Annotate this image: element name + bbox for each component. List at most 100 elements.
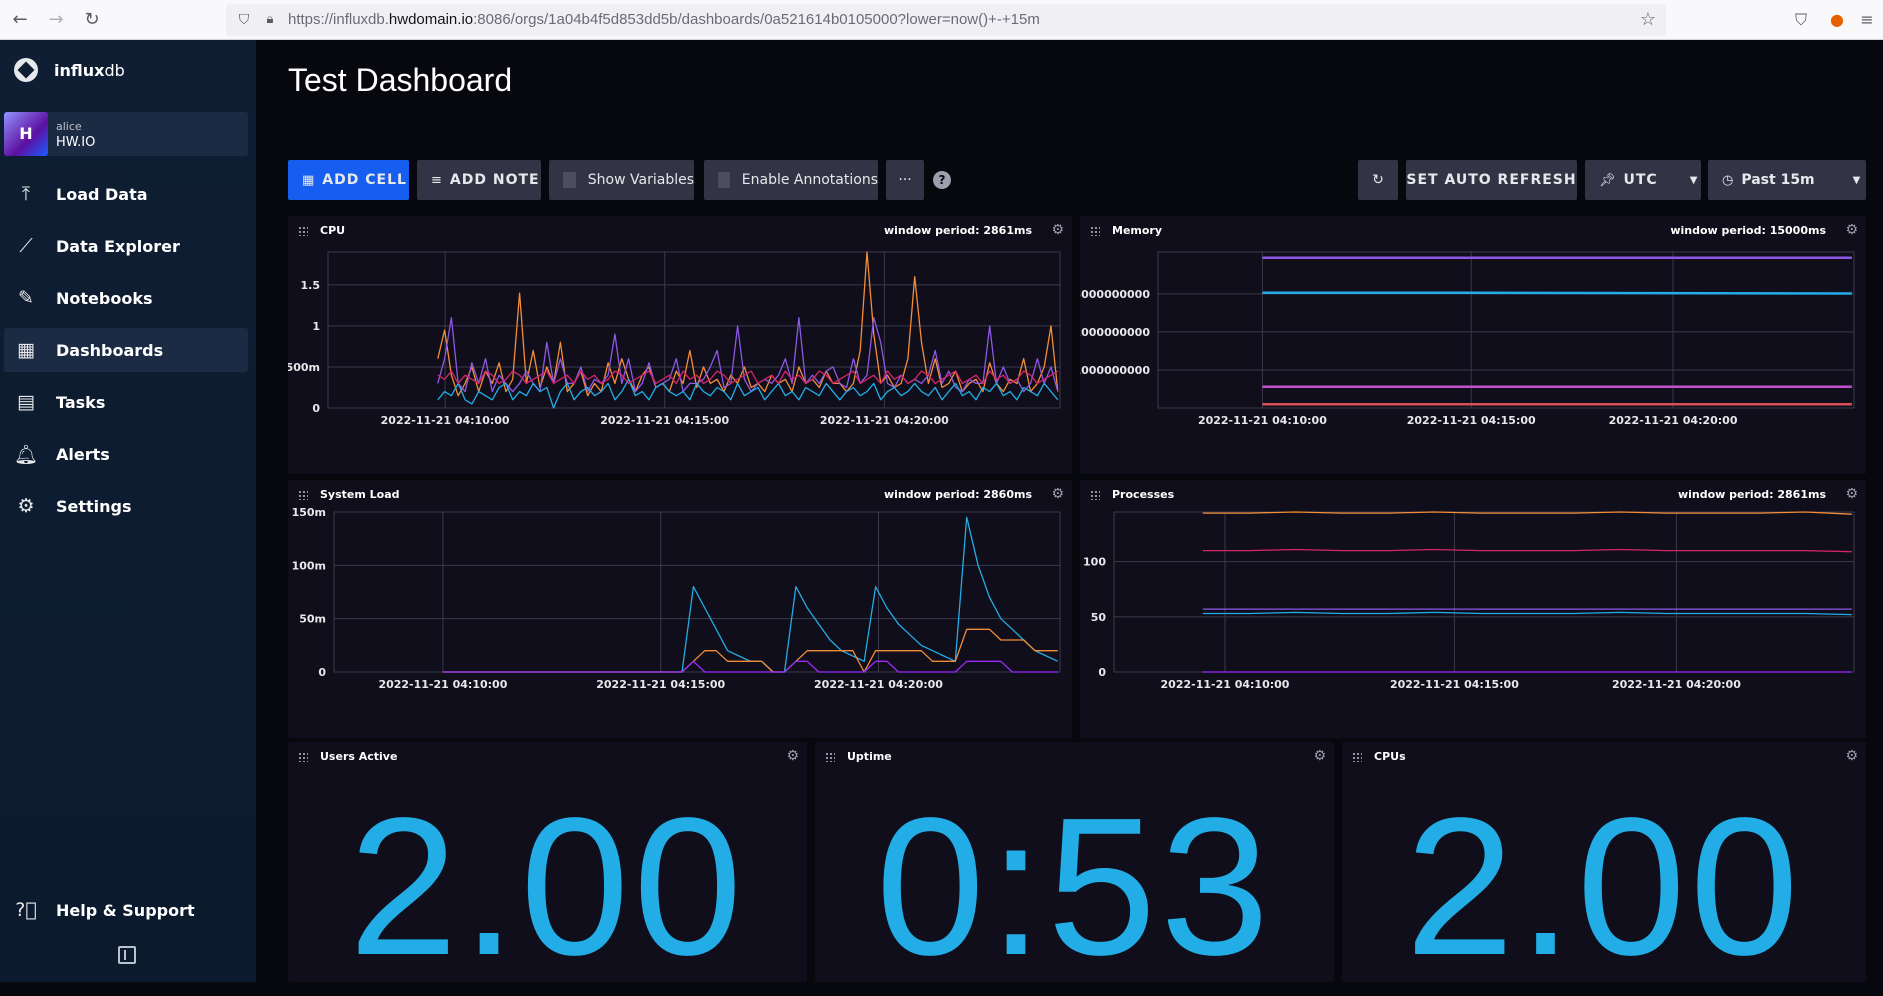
calendar-icon: ▤ — [17, 391, 35, 413]
x-tick-label: 2022-11-21 04:10:00 — [381, 414, 510, 427]
processes-chart: 0 50 100 2022-11-21 04:10:00 2022-11-21 04:1… — [1083, 511, 1855, 691]
lock-icon[interactable]: 🔒︎ — [266, 12, 274, 27]
help-icon: ?⃝ — [15, 899, 37, 921]
sidebar-item-tasks[interactable]: ▤ Tasks — [4, 380, 248, 424]
series-line-1 — [1262, 291, 1852, 295]
refresh-button[interactable]: ↻ — [1358, 160, 1398, 200]
cell-memory: Memory window period: 15000ms ⚙ 10000000… — [1080, 216, 1866, 474]
enable-annotations-toggle[interactable]: Enable Annotations — [704, 160, 878, 200]
clock-icon: ◷ — [1722, 172, 1734, 188]
cell-cpus: CPUs ⚙ 2.00 — [1342, 742, 1866, 992]
cell-gear-icon[interactable]: ⚙ — [1051, 222, 1064, 238]
y-tick-label: 0 — [1098, 666, 1106, 679]
add-note-button[interactable]: ≡ ADD NOTE — [417, 160, 541, 200]
influxdb-logo-icon — [14, 58, 38, 82]
grid-icon: ▦ — [302, 172, 315, 188]
address-bar[interactable]: ⛉ 🔒︎ https://influxdb.hwdomain.io:8086/o… — [226, 4, 1666, 36]
y-tick-label: 100m — [292, 559, 326, 572]
drag-handle-icon[interactable] — [298, 490, 308, 500]
pocket-icon[interactable]: ⛉ — [1794, 10, 1807, 29]
x-tick-label: 2022-11-21 04:10:00 — [1198, 414, 1327, 427]
forward-icon[interactable]: → — [48, 9, 64, 30]
menu-icon[interactable]: ≡ — [1860, 10, 1874, 29]
drag-handle-icon[interactable] — [1090, 226, 1100, 236]
y-tick-label: 3000000000 — [1080, 288, 1150, 301]
chevron-down-icon: ▼ — [1852, 174, 1861, 186]
page-title[interactable]: Test Dashboard — [288, 62, 513, 98]
cell-gear-icon[interactable]: ⚙ — [1051, 486, 1064, 502]
reload-icon[interactable]: ↻ — [84, 9, 100, 30]
help-icon[interactable]: ? — [933, 171, 951, 189]
y-tick-label: 1 — [312, 320, 320, 333]
y-tick-label: 100 — [1083, 556, 1106, 569]
sidebar-item-data-explorer[interactable]: ⟋ Data Explorer — [4, 224, 248, 268]
firefox-account-icon[interactable]: ● — [1830, 10, 1844, 29]
series-line-1 — [1202, 548, 1852, 553]
drag-handle-icon[interactable] — [825, 752, 835, 762]
org-name: HW.IO — [56, 135, 96, 150]
plot-frame — [1157, 251, 1855, 409]
drag-handle-icon[interactable] — [298, 752, 308, 762]
url-text[interactable]: https://influxdb.hwdomain.io:8086/orgs/1… — [288, 11, 1040, 28]
show-variables-toggle[interactable]: Show Variables — [549, 160, 694, 200]
pencil-icon: ✎ — [18, 287, 34, 309]
pin-icon: 📌︎ — [1599, 172, 1616, 188]
drag-handle-icon[interactable] — [1352, 752, 1362, 762]
drag-handle-icon[interactable] — [1090, 490, 1100, 500]
cell-gear-icon[interactable]: ⚙ — [1845, 748, 1858, 764]
x-tick-label: 2022-11-21 04:15:00 — [1407, 414, 1536, 427]
series-line-0 — [442, 516, 1059, 673]
cell-users-active: Users Active ⚙ 2.00 — [288, 742, 807, 992]
sidebar-item-help[interactable]: ?⃝ Help & Support — [4, 888, 248, 932]
cell-gear-icon[interactable]: ⚙ — [1313, 748, 1326, 764]
set-auto-refresh-button[interactable]: SET AUTO REFRESH — [1406, 160, 1577, 200]
single-stat-value: 0:53 — [875, 777, 1274, 996]
more-options-button[interactable]: ··· — [886, 160, 924, 200]
cell-gear-icon[interactable]: ⚙ — [1845, 486, 1858, 502]
add-cell-button[interactable]: ▦ ADD CELL — [288, 160, 409, 200]
avatar: H — [4, 112, 48, 156]
plot-frame — [327, 251, 1061, 409]
x-tick-label: 2022-11-21 04:15:00 — [600, 414, 729, 427]
series-line-3 — [437, 370, 1059, 385]
show-variables-checkbox[interactable] — [563, 172, 576, 188]
dashboard-icon: ▦ — [17, 339, 35, 361]
timezone-dropdown[interactable]: 📌︎ UTC ▼ — [1585, 160, 1701, 200]
system-load-chart: 0 50m 100m 150m 2022-11-21 04:10:00 2022-11-2… — [292, 506, 1061, 691]
cell-gear-icon[interactable]: ⚙ — [1845, 222, 1858, 238]
memory-chart: 1000000000 2000000000 3000000000 2022-11-21… — [1080, 251, 1855, 427]
y-tick-label: 1.5 — [301, 279, 321, 292]
user-widget[interactable]: H alice HW.IO — [4, 112, 248, 156]
graph-icon: ⟋ — [19, 235, 33, 257]
back-icon[interactable]: ← — [12, 9, 28, 30]
sidebar-item-load-data[interactable]: ⤒ Load Data — [4, 172, 248, 216]
gear-icon: ⚙ — [17, 495, 35, 517]
sidebar-item-notebooks[interactable]: ✎ Notebooks — [4, 276, 248, 320]
enable-annotations-checkbox[interactable] — [718, 172, 730, 188]
y-tick-label: 1000000000 — [1080, 364, 1150, 377]
cpu-chart: 0 500m 1 1.5 2022-11-21 04:10:00 2022-11-21 0… — [288, 251, 1061, 427]
series-line-1 — [442, 628, 1058, 673]
y-tick-label: 2000000000 — [1080, 326, 1150, 339]
y-tick-label: 0 — [312, 402, 320, 415]
y-tick-label: 50 — [1091, 611, 1107, 624]
cell-gear-icon[interactable]: ⚙ — [786, 748, 799, 764]
influxdb-logo[interactable]: influxdb — [14, 58, 125, 82]
sidebar-item-settings[interactable]: ⚙ Settings — [4, 484, 248, 528]
y-tick-label: 50m — [299, 613, 326, 626]
browser-toolbar: ← → ↻ ⛉ 🔒︎ https://influxdb.hwdomain.io:… — [0, 0, 1883, 40]
shield-icon[interactable]: ⛉ — [238, 12, 250, 28]
collapse-sidebar-icon[interactable] — [118, 946, 136, 964]
refresh-icon: ↻ — [1372, 172, 1384, 188]
upload-icon: ⤒ — [21, 183, 31, 205]
sidebar-item-dashboards[interactable]: ▦ Dashboards — [4, 328, 248, 372]
bookmark-star-icon[interactable]: ☆ — [1639, 9, 1656, 30]
sidebar-item-alerts[interactable]: 🔔︎ Alerts — [4, 432, 248, 476]
drag-handle-icon[interactable] — [298, 226, 308, 236]
x-tick-label: 2022-11-21 04:20:00 — [820, 414, 949, 427]
x-tick-label: 2022-11-21 04:20:00 — [1612, 678, 1741, 691]
time-range-dropdown[interactable]: ◷ Past 15m ▼ — [1708, 160, 1866, 200]
x-tick-label: 2022-11-21 04:15:00 — [596, 678, 725, 691]
cell-uptime: Uptime ⚙ 0:53 — [815, 742, 1334, 992]
sidebar: influxdb H alice HW.IO ⤒ Load Data ⟋ Dat… — [0, 40, 256, 982]
